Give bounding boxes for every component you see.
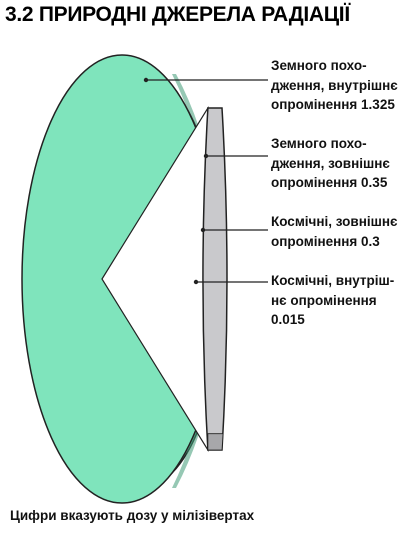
- footnote: Цифри вказують дозу у мілізівертах: [10, 508, 255, 523]
- callout-label-terrestrial-internal: Земного похо­дження, внутрішнє опромінен…: [271, 58, 398, 112]
- chart-title: 3.2 ПРИРОДНІ ДЖЕРЕЛА РАДІАЦІЇ: [5, 3, 350, 26]
- leader-cosmic-internal-dot: [193, 279, 199, 285]
- callout-label-cosmic-external: Космічні, зовнішнє опромінення 0.3: [271, 214, 398, 249]
- pie-slice-cosmic-external: [202, 107, 228, 451]
- callout-label-terrestrial-external: Земного похо­дження, зовнішнє опроміненн…: [271, 136, 390, 190]
- leader-cosmic-external-dot: [200, 227, 206, 233]
- leader-terrestrial-external-dot: [203, 153, 209, 159]
- callout-label-cosmic-internal: Космічні, внутріш­нє опромінення 0.015: [271, 273, 395, 327]
- pie-slice-cosmic-internal: [207, 433, 224, 451]
- leader-terrestrial-internal-dot: [143, 77, 149, 83]
